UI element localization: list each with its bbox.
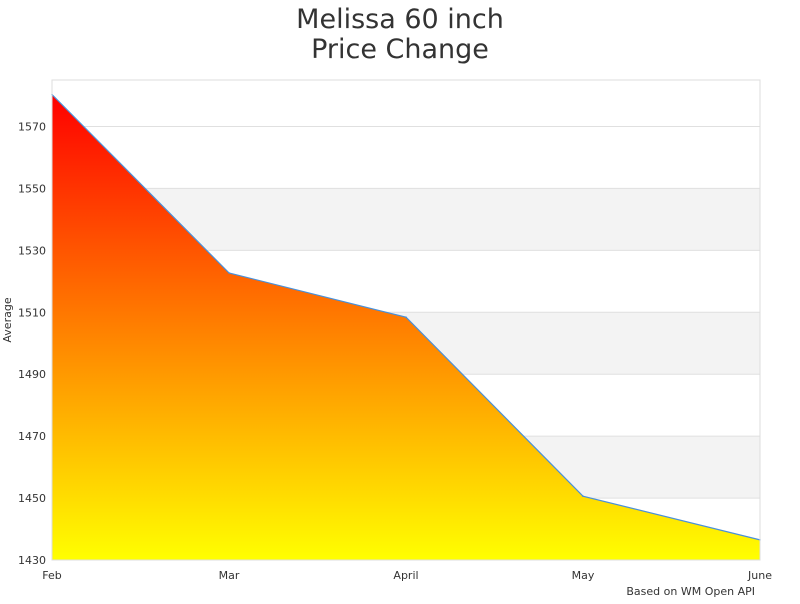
y-tick-label: 1510 xyxy=(18,306,46,319)
x-tick-label: Feb xyxy=(42,569,61,582)
data-point xyxy=(582,495,584,498)
plot-border xyxy=(51,79,761,561)
x-tick-label: Mar xyxy=(219,569,240,582)
data-point xyxy=(228,272,230,274)
y-tick-label: 1450 xyxy=(18,492,46,505)
area-fill xyxy=(52,94,760,560)
y-tick-label: 1490 xyxy=(18,368,46,381)
data-point xyxy=(405,316,407,319)
y-tick-label: 1430 xyxy=(18,554,46,567)
y-tick-label: 1570 xyxy=(18,120,46,133)
y-tick-label: 1530 xyxy=(18,244,46,257)
chart-title-line-2: Price Change xyxy=(311,34,489,65)
x-tick-label: April xyxy=(393,569,418,582)
y-tick-label: 1550 xyxy=(18,182,46,195)
y-tick-label: 1470 xyxy=(18,430,46,443)
x-tick-label: June xyxy=(747,569,772,582)
credit-text: Based on WM Open API xyxy=(626,585,755,598)
y-axis-label: Average xyxy=(1,297,14,342)
chart-title-line-1: Melissa 60 inch xyxy=(296,4,504,35)
x-tick-label: May xyxy=(572,569,595,582)
